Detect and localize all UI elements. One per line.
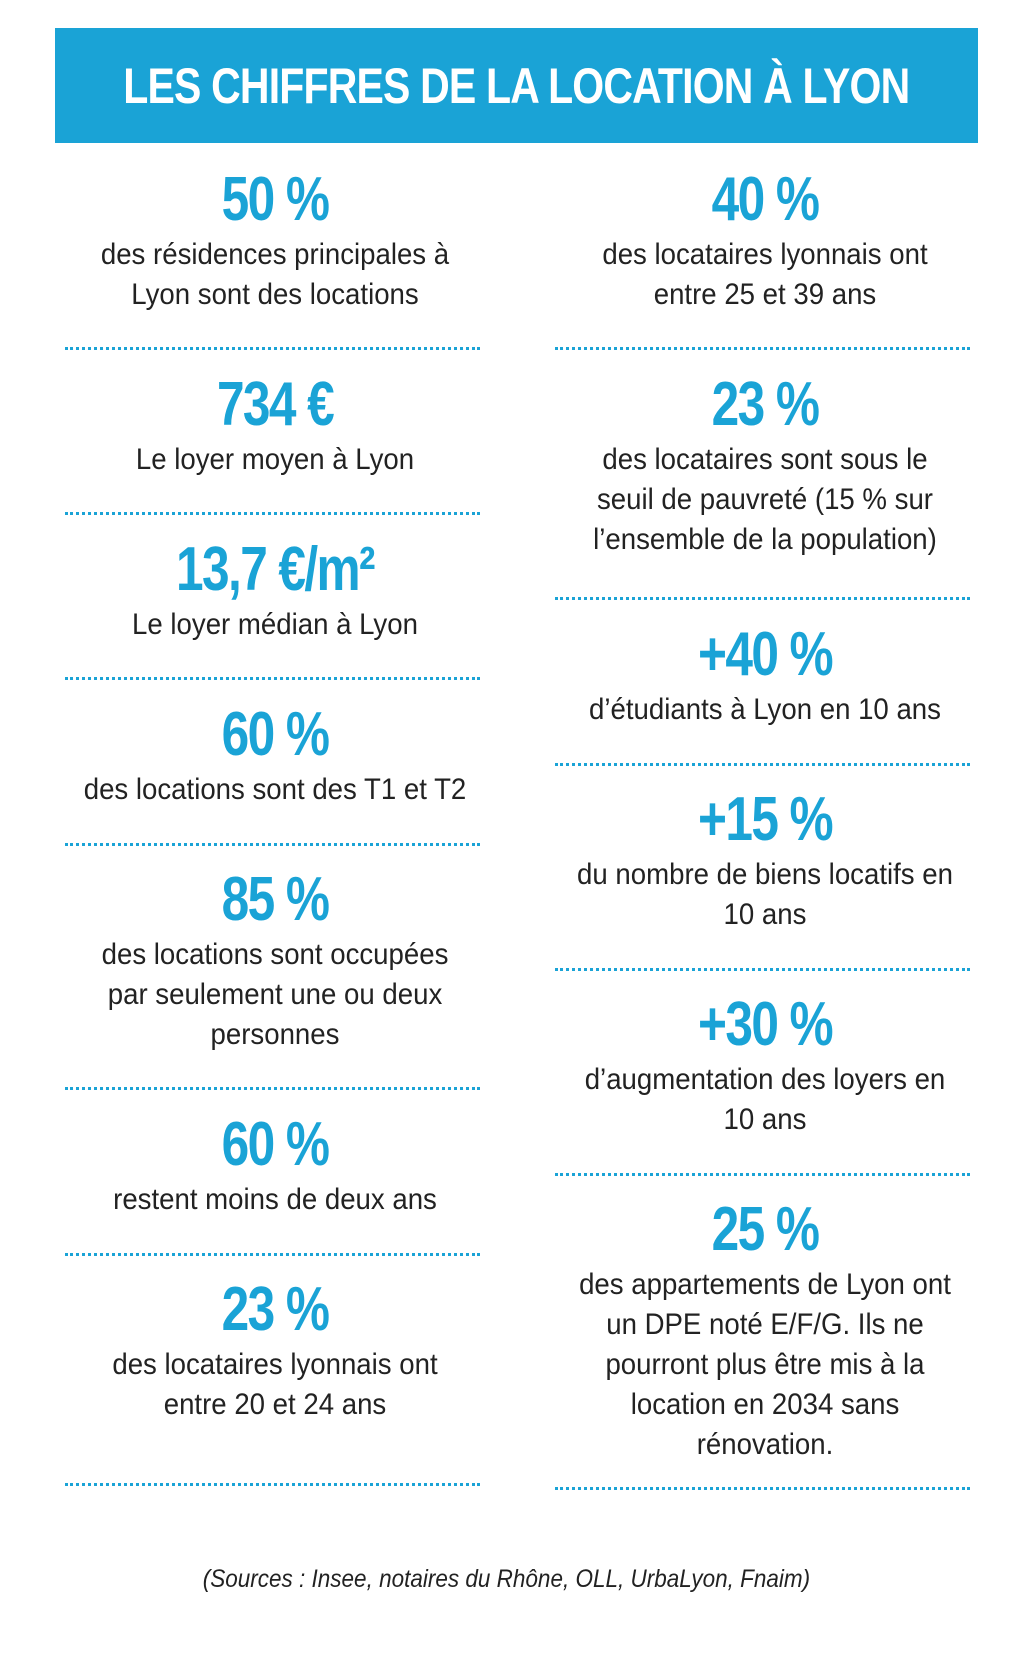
stat-block: +30 % d’augmentation des loyers en 10 an… bbox=[545, 990, 985, 1140]
stat-block: 23 % des locataires sont sous le seuil d… bbox=[545, 370, 985, 560]
stat-label: des locations sont occupées par seulemen… bbox=[101, 938, 449, 1051]
stat-block: 60 % des locations sont des T1 et T2 bbox=[55, 700, 495, 810]
stat-value: 734 € bbox=[216, 370, 335, 439]
stat-block: 50 % des résidences principales à Lyon s… bbox=[55, 165, 495, 315]
stat-label: des résidences principales à Lyon sont d… bbox=[100, 238, 450, 311]
stat-value: 25 % bbox=[711, 1195, 820, 1264]
dotted-divider bbox=[65, 677, 480, 680]
stat-block: 25 % des appartements de Lyon ont un DPE… bbox=[545, 1195, 985, 1465]
page-title: LES CHIFFRES DE LA LOCATION À LYON bbox=[123, 57, 910, 114]
stat-block: +40 % d’étudiants à Lyon en 10 ans bbox=[545, 620, 985, 730]
stat-block: 734 € Le loyer moyen à Lyon bbox=[55, 370, 495, 480]
stat-label: des locations sont des T1 et T2 bbox=[83, 773, 467, 806]
stat-label: des appartements de Lyon ont un DPE noté… bbox=[579, 1268, 951, 1461]
stat-value: 23 % bbox=[711, 370, 820, 439]
stat-value: 50 % bbox=[221, 165, 330, 234]
stat-value: +15 % bbox=[697, 785, 834, 854]
dotted-divider bbox=[555, 347, 970, 350]
stat-label: d’augmentation des loyers en 10 ans bbox=[584, 1063, 946, 1136]
stat-value: 23 % bbox=[221, 1275, 330, 1344]
dotted-divider bbox=[65, 347, 480, 350]
stat-block: 13,7 €/m² Le loyer médian à Lyon bbox=[55, 535, 495, 645]
dotted-divider bbox=[555, 1487, 970, 1490]
dotted-divider bbox=[555, 968, 970, 971]
stat-value: 60 % bbox=[221, 1110, 330, 1179]
stat-block: +15 % du nombre de biens locatifs en 10 … bbox=[545, 785, 985, 935]
stat-label: restent moins de deux ans bbox=[113, 1183, 437, 1216]
stat-label: des locataires lyonnais ont entre 20 et … bbox=[112, 1348, 438, 1421]
stat-value: +40 % bbox=[697, 620, 834, 689]
stat-block: 23 % des locataires lyonnais ont entre 2… bbox=[55, 1275, 495, 1425]
stat-block: 85 % des locations sont occupées par seu… bbox=[55, 865, 495, 1055]
dotted-divider bbox=[65, 843, 480, 846]
stat-value: 85 % bbox=[221, 865, 330, 934]
stat-value: 60 % bbox=[221, 700, 330, 769]
dotted-divider bbox=[555, 1173, 970, 1176]
dotted-divider bbox=[65, 1253, 480, 1256]
stat-label: d’étudiants à Lyon en 10 ans bbox=[589, 693, 941, 726]
stat-value: 40 % bbox=[711, 165, 820, 234]
title-banner: LES CHIFFRES DE LA LOCATION À LYON bbox=[55, 28, 978, 143]
stat-label: du nombre de biens locatifs en 10 ans bbox=[577, 858, 953, 931]
stat-label: Le loyer médian à Lyon bbox=[132, 608, 418, 641]
sources-text: (Sources : Insee, notaires du Rhône, OLL… bbox=[202, 1565, 810, 1593]
stat-block: 60 % restent moins de deux ans bbox=[55, 1110, 495, 1220]
stat-value: +30 % bbox=[697, 990, 834, 1059]
stat-label: des locataires lyonnais ont entre 25 et … bbox=[602, 238, 928, 311]
sources-footnote: (Sources : Insee, notaires du Rhône, OLL… bbox=[0, 1565, 1012, 1594]
stat-block: 40 % des locataires lyonnais ont entre 2… bbox=[545, 165, 985, 315]
stat-value: 13,7 €/m² bbox=[176, 535, 376, 604]
dotted-divider bbox=[65, 512, 480, 515]
stat-label: Le loyer moyen à Lyon bbox=[135, 443, 415, 476]
dotted-divider bbox=[555, 597, 970, 600]
dotted-divider bbox=[65, 1087, 480, 1090]
dotted-divider bbox=[555, 763, 970, 766]
dotted-divider bbox=[65, 1483, 480, 1486]
stat-label: des locataires sont sous le seuil de pau… bbox=[593, 443, 937, 556]
